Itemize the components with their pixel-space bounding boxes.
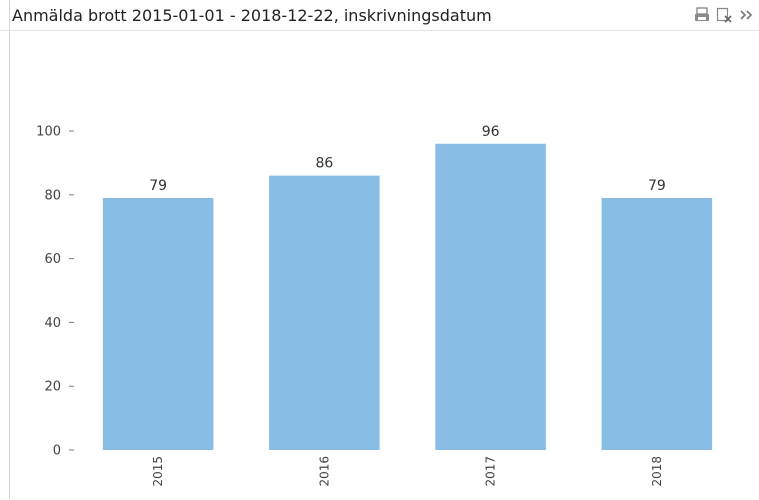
bar-2017[interactable] [435, 143, 546, 450]
bar-2015[interactable] [102, 197, 214, 450]
x-tick-label-2016: 2016 [317, 456, 331, 487]
chart-toolbar [693, 6, 755, 24]
chart-frame [9, 0, 758, 499]
y-tick-label: 0 [53, 444, 61, 459]
x-tick-label-2017: 2017 [484, 456, 498, 487]
bars-group: 79 86 96 79 [102, 124, 713, 450]
print-icon[interactable] [693, 6, 711, 24]
y-tick-label: 20 [44, 380, 61, 395]
clear-selection-icon[interactable] [715, 6, 733, 24]
chart-title: Anmälda brott 2015-01-01 - 2018-12-22, i… [12, 6, 492, 25]
y-axis: 0 20 40 60 80 100 [36, 125, 74, 459]
more-icon[interactable] [737, 6, 755, 24]
x-axis: 2015 2016 2017 2018 [151, 456, 664, 487]
y-tick-label: 40 [44, 316, 61, 331]
x-tick-label-2015: 2015 [151, 456, 165, 487]
data-label-2016: 86 [315, 156, 333, 172]
chart-header: Anmälda brott 2015-01-01 - 2018-12-22, i… [0, 0, 759, 31]
data-label-2018: 79 [648, 178, 666, 194]
y-tick-label: 60 [44, 252, 61, 267]
bar-2016[interactable] [269, 175, 380, 450]
data-label-2015: 79 [149, 178, 167, 194]
y-tick-label: 100 [36, 125, 61, 140]
y-tick-label: 80 [44, 188, 61, 203]
bar-2018[interactable] [601, 197, 713, 450]
x-tick-label-2018: 2018 [650, 456, 664, 487]
data-label-2017: 96 [482, 124, 500, 140]
